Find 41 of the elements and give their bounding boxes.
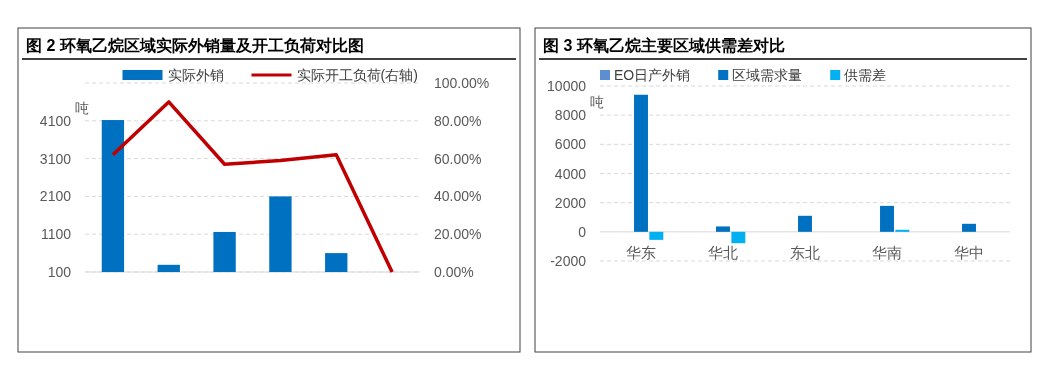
legend-label: 供需差 bbox=[844, 67, 887, 83]
bar bbox=[895, 229, 910, 232]
legend-label: 实际外销 bbox=[167, 67, 224, 83]
y2-tick-label: 80.00% bbox=[434, 112, 482, 129]
y2-tick-label: 60.00% bbox=[434, 150, 482, 167]
line-series bbox=[111, 100, 394, 274]
y-tick-label: 10000 bbox=[547, 78, 587, 94]
y2-tick-label: 20.00% bbox=[434, 226, 482, 243]
y-tick-label: 2100 bbox=[39, 188, 72, 205]
bar bbox=[634, 94, 648, 232]
y-axis-title: 吨 bbox=[590, 94, 604, 111]
y-axis-title: 吨 bbox=[75, 99, 89, 116]
x-tick-label: 华南 bbox=[872, 243, 902, 261]
y-tick-label: 2000 bbox=[554, 194, 587, 211]
y-tick-label: -2000 bbox=[550, 253, 587, 269]
legend-label: 实际开工负荷(右轴) bbox=[296, 67, 418, 83]
chart-title: 图 3 环氧乙烷主要区域供需差对比 bbox=[543, 36, 785, 54]
y2-tick-label: 40.00% bbox=[434, 188, 482, 205]
y-tick-label: 6000 bbox=[554, 136, 587, 153]
bar bbox=[649, 231, 664, 240]
bar bbox=[798, 215, 812, 232]
y2-tick-label: 0.00% bbox=[434, 264, 474, 280]
y2-tick-label: 100.00% bbox=[434, 75, 490, 91]
bar bbox=[962, 223, 976, 232]
legend-label: EO日产外销 bbox=[614, 67, 691, 83]
y-tick-label: 4000 bbox=[554, 165, 587, 182]
x-tick-label: 华北 bbox=[708, 243, 738, 261]
y-tick-label: 1100 bbox=[40, 226, 72, 243]
y-tick-label: 100 bbox=[47, 264, 72, 280]
bar bbox=[731, 231, 746, 244]
chart-title: 图 2 环氧乙烷区域实际外销量及开工负荷对比图 bbox=[26, 37, 364, 54]
y-tick-label: 0 bbox=[578, 223, 587, 240]
y-tick-label: 3100 bbox=[39, 150, 72, 167]
bar bbox=[880, 205, 894, 232]
x-tick-label: 华中 bbox=[954, 243, 984, 261]
x-tick-label: 华东 bbox=[626, 243, 656, 261]
y-tick-label: 4100 bbox=[39, 112, 72, 129]
legend-label: 区域需求量 bbox=[732, 67, 803, 83]
bar bbox=[716, 226, 730, 232]
y-tick-label: 8000 bbox=[554, 107, 587, 124]
x-tick-label: 东北 bbox=[790, 243, 820, 261]
